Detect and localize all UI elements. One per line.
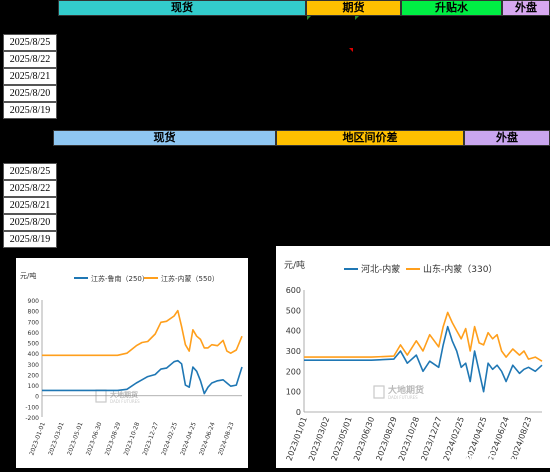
comment-marker [307, 16, 311, 20]
table1-date-row: 2025/8/19 [3, 102, 57, 119]
table1-date-row: 2025/8/20 [3, 85, 57, 102]
x-tick-label: 2023/10/28 [397, 416, 421, 462]
x-tick-label: 2023-01-01 [28, 421, 47, 456]
chart-hebei-shandong-spreads: 元/吨 0 100 200 300 400 500 600 2023/01/012023/03/… [284, 259, 543, 462]
logo-text: 大地期货 [110, 390, 138, 399]
x-tick-label: 2023-10-28 [123, 421, 142, 456]
y-tick-label: 600 [28, 330, 40, 337]
series-line-0 [42, 359, 243, 395]
legend-label-1: 山东-内蒙（330） [423, 263, 497, 275]
y-tick-label: 0 [296, 408, 301, 417]
x-tick-label: 2023/01/01 [285, 416, 309, 462]
y-tick-label: 500 [28, 341, 40, 348]
table2-date-row: 2025/8/20 [3, 214, 57, 231]
chart-jiangsu-spreads: 元/吨 -200 -100 0 100 200 300 400 500 600 700 800 900 2… [20, 271, 243, 456]
x-tick-label: 2024-04-25 [179, 421, 198, 456]
comment-marker [349, 48, 353, 52]
series-line-0 [304, 325, 543, 393]
x-tick-label: 2023/12/27 [419, 416, 443, 462]
y-tick-label: 700 [28, 319, 40, 326]
y-tick-label: -100 [25, 404, 39, 411]
chart-panel-left: 元/吨 -200 -100 0 100 200 300 400 500 600 700 800 900 2… [16, 258, 248, 468]
series-line-1 [42, 309, 243, 357]
y-tick-label: 400 [28, 351, 40, 358]
y-axis-label: 元/吨 [284, 259, 305, 271]
table1-date-row: 2025/8/22 [3, 51, 57, 68]
y-tick-label: 400 [286, 327, 301, 336]
y-tick-label: 300 [28, 362, 40, 369]
table2-date-row: 2025/8/21 [3, 197, 57, 214]
logo-subtext: DADI FUTURES [110, 399, 140, 404]
y-tick-label: 200 [28, 372, 40, 379]
table1-header-basis: 升贴水 [401, 0, 502, 16]
table1-header-overseas: 外盘 [502, 0, 550, 16]
x-tick-label: 2023-08-29 [104, 421, 123, 456]
y-tick-label: 100 [286, 388, 301, 397]
y-axis-label: 元/吨 [20, 271, 36, 280]
table1-header-spot: 现货 [58, 0, 306, 16]
table2-header-overseas: 外盘 [464, 130, 550, 146]
table1-date-row: 2025/8/21 [3, 68, 57, 85]
y-tick-label: 0 [35, 394, 39, 401]
table2-header-regional-spread: 地区间价差 [276, 130, 464, 146]
legend-label-0: 河北-内蒙 [361, 263, 400, 275]
table2-date-row: 2025/8/22 [3, 180, 57, 197]
x-tick-label: 2023-06-30 [85, 421, 104, 456]
y-tick-label: 100 [28, 383, 40, 390]
table2-date-row: 2025/8/25 [3, 163, 57, 180]
table1-date-row: 2025/8/25 [3, 34, 57, 51]
table2-header-spot: 现货 [53, 130, 276, 146]
comment-marker [355, 16, 359, 20]
table2-date-row: 2025/8/19 [3, 231, 57, 248]
table1-header-futures: 期货 [306, 0, 401, 16]
y-tick-label: 600 [286, 286, 301, 295]
x-tick-label: 2023/05/01 [330, 416, 354, 462]
logo-subtext: DADI FUTURES [388, 395, 418, 400]
y-tick-label: 800 [28, 309, 40, 316]
y-tick-label: -200 [25, 415, 39, 422]
y-tick-label: 900 [28, 298, 40, 305]
x-tick-label: 2024-06-24 [198, 421, 217, 456]
x-tick-label: 2023-05-01 [66, 421, 85, 456]
x-tick-label: 2023-12-27 [142, 421, 161, 456]
legend-label-1: 江苏-内蒙（550） [161, 274, 219, 283]
logo-text: 大地期货 [388, 384, 424, 396]
series-line-1 [304, 311, 543, 362]
y-tick-label: 300 [286, 347, 301, 356]
y-tick-label: 200 [286, 367, 301, 376]
x-tick-label: 2023/08/29 [374, 416, 398, 462]
logo-mark-icon [373, 385, 385, 399]
legend-label-0: 江苏-鲁南（250） [91, 274, 149, 283]
x-tick-label: 2023/06/30 [352, 416, 376, 462]
chart-panel-right: 元/吨 0 100 200 300 400 500 600 2023/01/01 2023/03/… [276, 246, 550, 468]
x-tick-label: 2024-08-23 [217, 421, 236, 456]
x-tick-label: 2024-02-25 [160, 421, 179, 456]
site-watermark: www.365jz.com [448, 449, 544, 464]
x-tick-label: 2023/03/02 [307, 416, 331, 462]
y-tick-label: 500 [286, 306, 301, 315]
x-tick-label: 2023-03-01 [47, 421, 66, 456]
